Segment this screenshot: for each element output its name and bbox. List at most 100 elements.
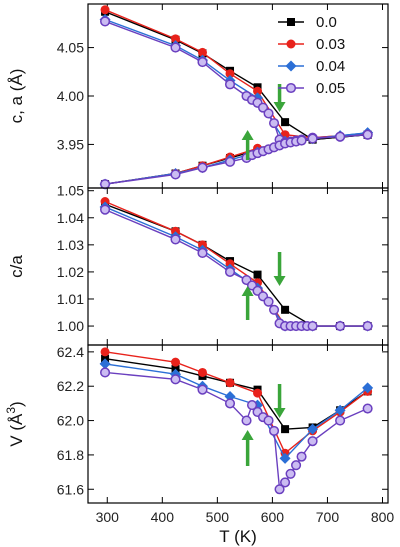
data-point [307, 423, 319, 435]
x-tick-label: 500 [206, 509, 230, 525]
series-0.05 [100, 367, 373, 495]
series-0.0 [101, 200, 372, 331]
data-point [280, 477, 291, 488]
series-line [104, 203, 368, 327]
transition-arrow-up [241, 130, 254, 160]
data-point [253, 86, 263, 96]
legend: 0.0 0.03 0.04 0.05 [278, 14, 345, 97]
series-line [104, 206, 368, 327]
transition-arrow-up [241, 286, 254, 320]
data-point [197, 247, 208, 259]
data-point [291, 460, 302, 471]
data-point [307, 436, 318, 447]
data-point [100, 367, 111, 378]
legend-label: 0.05 [316, 80, 345, 97]
plot-frame [87, 187, 389, 346]
data-point [274, 484, 285, 495]
data-point [281, 305, 290, 314]
series-line-1 [104, 132, 368, 185]
legend-entry-0.05: 0.05 [278, 80, 345, 97]
series-0.04 [99, 358, 374, 464]
series-0.0 [101, 354, 372, 434]
data-point [285, 468, 296, 479]
series-0.04 [99, 201, 374, 332]
x-axis-label: T (K) [219, 527, 256, 546]
x-tick-label: 800 [371, 509, 395, 525]
legend-marker [287, 18, 295, 26]
data-point [100, 204, 111, 215]
data-point [197, 57, 208, 68]
legend-marker [285, 82, 297, 94]
data-point [224, 156, 236, 167]
data-point [335, 321, 346, 332]
series-0.05 [100, 16, 373, 190]
panel-bottom: 61.6 61.8 62.0 62.2 62.4 V (Å3) [4, 344, 389, 504]
series-line-1 [104, 134, 368, 185]
data-point [263, 296, 274, 307]
data-point [170, 374, 181, 385]
y-tick-label: 4.05 [57, 40, 84, 56]
legend-label: 0.04 [316, 58, 345, 75]
data-point [362, 382, 374, 394]
data-point [362, 129, 373, 140]
series-line-1 [104, 134, 368, 185]
data-point [197, 367, 207, 377]
data-point [224, 266, 236, 277]
data-point [224, 79, 236, 90]
y-tick-label: 4.00 [57, 88, 84, 104]
data-point [281, 118, 290, 127]
legend-label: 0.0 [316, 14, 337, 31]
series-line-1 [104, 133, 368, 185]
data-point [241, 415, 252, 426]
data-point [197, 384, 208, 395]
data-point [335, 415, 346, 426]
data-point [225, 69, 235, 79]
y-tick-label: 1.04 [57, 210, 84, 226]
y-tick-label: 61.8 [57, 447, 84, 463]
x-tick-label: 400 [151, 509, 175, 525]
data-point [246, 400, 258, 411]
y-tick-label: 3.95 [57, 136, 84, 152]
data-point [225, 378, 235, 388]
y-tick-label: 1.00 [57, 318, 84, 334]
legend-label: 0.03 [316, 36, 345, 53]
data-point [197, 47, 207, 57]
data-point [170, 169, 181, 180]
data-point [296, 451, 307, 462]
data-point [269, 304, 280, 315]
legend-entry-0.04: 0.04 [278, 58, 345, 75]
y-tick-label: 61.6 [57, 481, 84, 497]
transition-arrow-down [273, 384, 286, 418]
y-tick-label: 1.02 [57, 264, 84, 280]
y-axis-label: c, a (Å) [7, 69, 26, 124]
x-tick-label: 700 [316, 509, 340, 525]
series-line [104, 351, 369, 455]
transition-arrow-up [241, 430, 254, 466]
y-tick-label: 1.05 [57, 183, 84, 199]
data-point [307, 133, 318, 144]
data-point [334, 404, 346, 416]
data-point [253, 388, 263, 398]
data-point [100, 347, 110, 357]
data-point [100, 16, 111, 27]
data-point [362, 321, 373, 332]
data-point [100, 179, 111, 190]
data-point [100, 5, 110, 15]
y-axis-label: c/a [7, 255, 26, 278]
y-tick-label: 1.01 [57, 291, 84, 307]
data-point [170, 42, 181, 53]
legend-marker [285, 60, 297, 72]
data-point [296, 135, 307, 146]
data-point [171, 357, 181, 367]
data-point [362, 403, 373, 414]
series-line [104, 371, 368, 492]
data-point [170, 234, 181, 245]
panel-top: 3.95 4.00 4.05 c, a (Å) 0.0 0.03 0.04 0.05 [7, 3, 389, 190]
data-point [307, 321, 318, 332]
data-point [263, 108, 274, 119]
plot-frame [87, 344, 389, 504]
data-point [263, 415, 274, 426]
x-tick-label: 300 [96, 509, 120, 525]
series-line [104, 363, 369, 460]
